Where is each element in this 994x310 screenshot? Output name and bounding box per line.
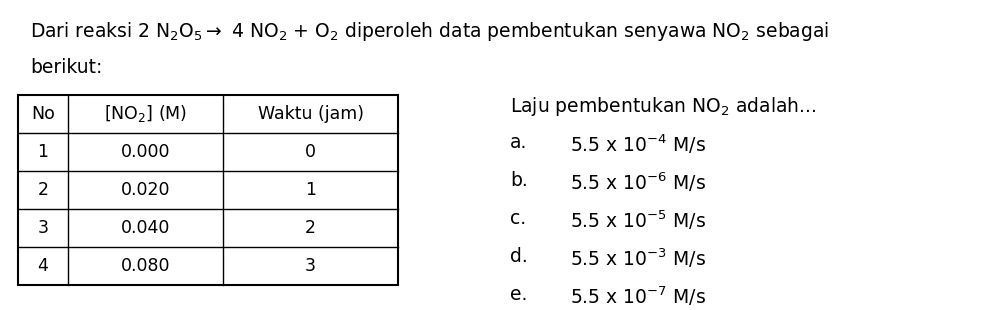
Text: e.: e. [510, 285, 528, 304]
Text: Waktu (jam): Waktu (jam) [257, 105, 364, 123]
Text: 4: 4 [38, 257, 49, 275]
Text: 0: 0 [305, 143, 316, 161]
Text: 1: 1 [305, 181, 316, 199]
Text: 5.5 x $10^{-4}$ M/s: 5.5 x $10^{-4}$ M/s [570, 133, 706, 157]
Text: 0.000: 0.000 [120, 143, 170, 161]
Text: Laju pembentukan $\mathregular{NO_2}$ adalah...: Laju pembentukan $\mathregular{NO_2}$ ad… [510, 95, 816, 118]
Text: 3: 3 [305, 257, 316, 275]
Text: 0.040: 0.040 [121, 219, 170, 237]
Text: 1: 1 [38, 143, 49, 161]
Text: 5.5 x $10^{-5}$ M/s: 5.5 x $10^{-5}$ M/s [570, 209, 706, 232]
Text: 2: 2 [305, 219, 316, 237]
Text: c.: c. [510, 209, 526, 228]
Bar [18, 95, 398, 285]
Text: 5.5 x $10^{-7}$ M/s: 5.5 x $10^{-7}$ M/s [570, 285, 706, 308]
Text: a.: a. [510, 133, 528, 152]
Text: 2: 2 [38, 181, 49, 199]
Text: 0.020: 0.020 [120, 181, 170, 199]
Text: berikut:: berikut: [30, 58, 102, 77]
Text: Dari reaksi 2 $\mathregular{N_2O_5}$$\rightarrow$ 4 $\mathregular{NO_2}$ + $\mat: Dari reaksi 2 $\mathregular{N_2O_5}$$\ri… [30, 20, 829, 43]
Text: d.: d. [510, 247, 528, 266]
Text: b.: b. [510, 171, 528, 190]
Text: 3: 3 [38, 219, 49, 237]
Text: 5.5 x $10^{-3}$ M/s: 5.5 x $10^{-3}$ M/s [570, 247, 706, 271]
Text: 5.5 x $10^{-6}$ M/s: 5.5 x $10^{-6}$ M/s [570, 171, 706, 194]
Text: 0.080: 0.080 [120, 257, 170, 275]
Text: No: No [31, 105, 55, 123]
Text: $\mathregular{[NO_2]}$ (M): $\mathregular{[NO_2]}$ (M) [104, 104, 187, 125]
